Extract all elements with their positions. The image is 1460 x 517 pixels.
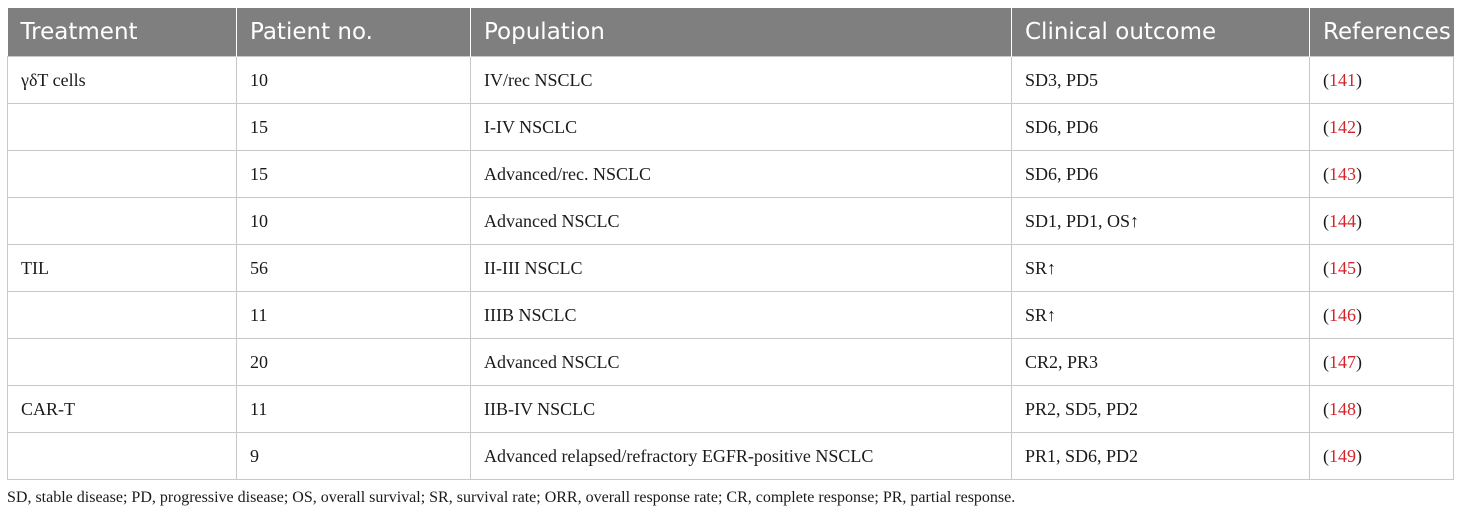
cell-patient-no: 20: [236, 338, 471, 386]
header-clinical-outcome: Clinical outcome: [1011, 8, 1310, 57]
cell-treatment: γδT cells: [7, 56, 237, 104]
table-row: 15 Advanced/rec. NSCLC SD6, PD6 (143): [7, 150, 1454, 198]
table-header-row: Treatment Patient no. Population Clinica…: [7, 8, 1454, 57]
cell-clinical-outcome: SD6, PD6: [1011, 103, 1310, 151]
cell-clinical-outcome: SR↑: [1011, 244, 1310, 292]
cell-treatment: CAR-T: [7, 385, 237, 433]
reference-link[interactable]: 146: [1329, 304, 1356, 325]
reference-link[interactable]: 145: [1329, 257, 1356, 278]
header-patient-no: Patient no.: [236, 8, 471, 57]
header-references: References: [1309, 8, 1454, 57]
cell-references: (146): [1309, 291, 1454, 339]
cell-references: (141): [1309, 56, 1454, 104]
cell-clinical-outcome: PR2, SD5, PD2: [1011, 385, 1310, 433]
reference-link[interactable]: 141: [1329, 69, 1356, 90]
cell-clinical-outcome: SD6, PD6: [1011, 150, 1310, 198]
cell-patient-no: 15: [236, 150, 471, 198]
header-population: Population: [470, 8, 1012, 57]
cell-population: II-III NSCLC: [470, 244, 1012, 292]
table-row: 20 Advanced NSCLC CR2, PR3 (147): [7, 338, 1454, 386]
table-body: γδT cells 10 IV/rec NSCLC SD3, PD5 (141) 15 I-…: [7, 56, 1454, 480]
table-row: γδT cells 10 IV/rec NSCLC SD3, PD5 (141): [7, 56, 1454, 104]
treatment-table: Treatment Patient no. Population Clinica…: [7, 8, 1454, 480]
table-row: 11 IIIB NSCLC SR↑ (146): [7, 291, 1454, 339]
reference-link[interactable]: 143: [1329, 163, 1356, 184]
cell-clinical-outcome: PR1, SD6, PD2: [1011, 432, 1310, 480]
cell-clinical-outcome: SD1, PD1, OS↑: [1011, 197, 1310, 245]
cell-clinical-outcome: CR2, PR3: [1011, 338, 1310, 386]
cell-references: (144): [1309, 197, 1454, 245]
treatment-table-container: Treatment Patient no. Population Clinica…: [7, 8, 1454, 480]
header-treatment: Treatment: [7, 8, 237, 57]
cell-treatment: [7, 338, 237, 386]
cell-patient-no: 11: [236, 385, 471, 433]
reference-link[interactable]: 149: [1329, 445, 1356, 466]
cell-population: Advanced relapsed/refractory EGFR-positi…: [470, 432, 1012, 480]
cell-references: (143): [1309, 150, 1454, 198]
reference-link[interactable]: 144: [1329, 210, 1356, 231]
reference-link[interactable]: 142: [1329, 116, 1356, 137]
cell-treatment: [7, 197, 237, 245]
table-row: 15 I-IV NSCLC SD6, PD6 (142): [7, 103, 1454, 151]
cell-patient-no: 9: [236, 432, 471, 480]
cell-references: (149): [1309, 432, 1454, 480]
cell-treatment: [7, 432, 237, 480]
cell-clinical-outcome: SR↑: [1011, 291, 1310, 339]
cell-patient-no: 10: [236, 197, 471, 245]
cell-treatment: [7, 103, 237, 151]
cell-treatment: [7, 150, 237, 198]
cell-population: IIB-IV NSCLC: [470, 385, 1012, 433]
cell-population: Advanced/rec. NSCLC: [470, 150, 1012, 198]
table-row: 10 Advanced NSCLC SD1, PD1, OS↑ (144): [7, 197, 1454, 245]
cell-patient-no: 10: [236, 56, 471, 104]
cell-patient-no: 56: [236, 244, 471, 292]
cell-references: (148): [1309, 385, 1454, 433]
cell-treatment: [7, 291, 237, 339]
cell-patient-no: 15: [236, 103, 471, 151]
table-row: CAR-T 11 IIB-IV NSCLC PR2, SD5, PD2 (148): [7, 385, 1454, 433]
cell-population: I-IV NSCLC: [470, 103, 1012, 151]
cell-treatment: TIL: [7, 244, 237, 292]
table-row: TIL 56 II-III NSCLC SR↑ (145): [7, 244, 1454, 292]
table-footnote: SD, stable disease; PD, progressive dise…: [7, 489, 1016, 506]
cell-patient-no: 11: [236, 291, 471, 339]
cell-references: (147): [1309, 338, 1454, 386]
cell-references: (142): [1309, 103, 1454, 151]
reference-link[interactable]: 147: [1329, 351, 1356, 372]
reference-link[interactable]: 148: [1329, 398, 1356, 419]
cell-population: Advanced NSCLC: [470, 197, 1012, 245]
cell-references: (145): [1309, 244, 1454, 292]
cell-population: IV/rec NSCLC: [470, 56, 1012, 104]
cell-population: IIIB NSCLC: [470, 291, 1012, 339]
cell-population: Advanced NSCLC: [470, 338, 1012, 386]
table-row: 9 Advanced relapsed/refractory EGFR-posit…: [7, 432, 1454, 480]
cell-clinical-outcome: SD3, PD5: [1011, 56, 1310, 104]
